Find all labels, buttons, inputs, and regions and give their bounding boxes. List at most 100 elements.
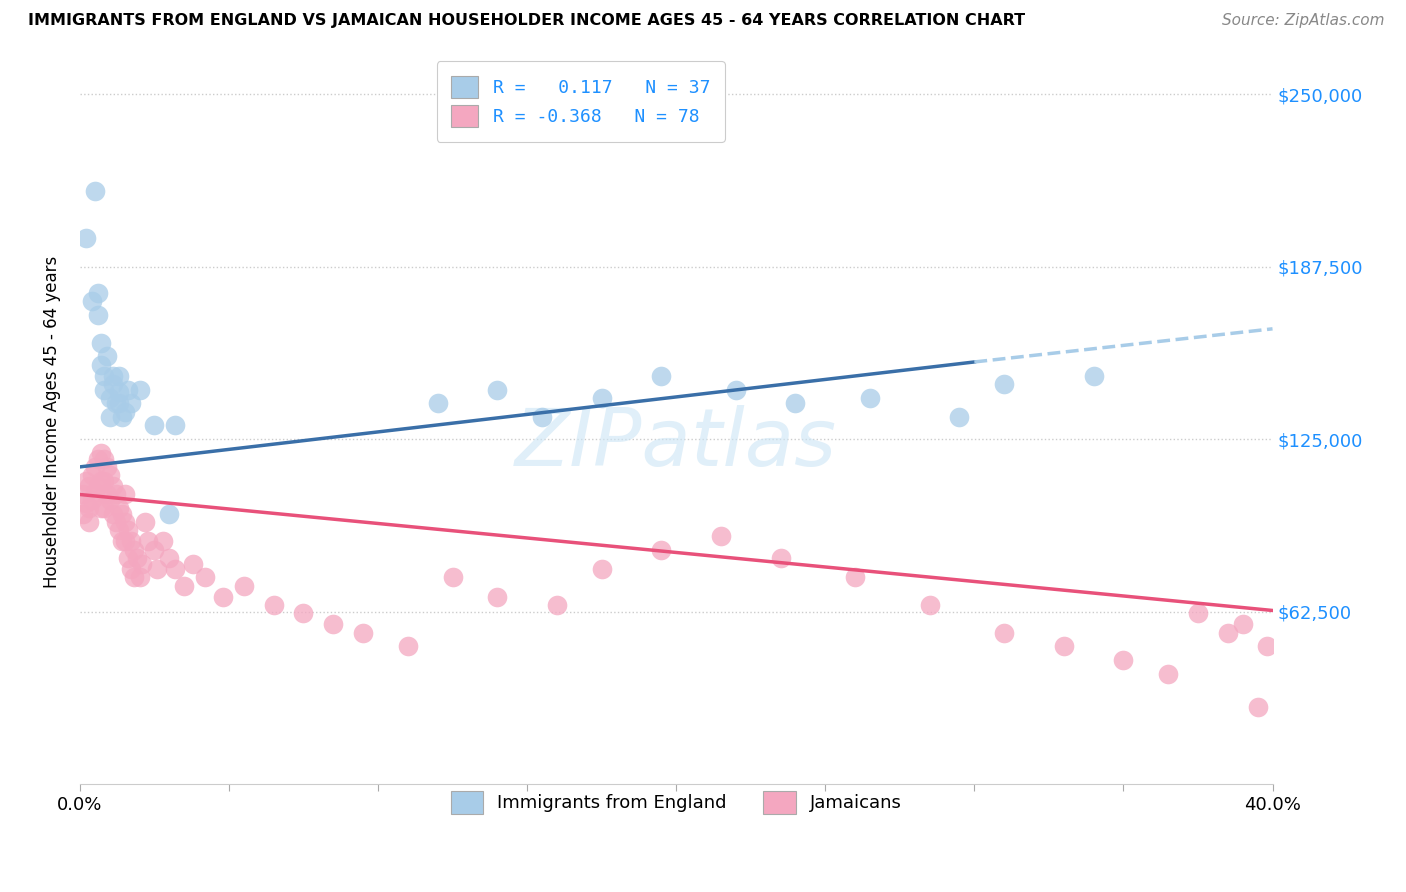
Point bbox=[98, 391, 121, 405]
Point bbox=[83, 484, 105, 499]
Point bbox=[93, 368, 115, 383]
Point bbox=[98, 493, 121, 508]
Point bbox=[107, 501, 129, 516]
Point bbox=[134, 515, 156, 529]
Point bbox=[426, 396, 449, 410]
Point bbox=[993, 377, 1015, 392]
Point bbox=[173, 579, 195, 593]
Point bbox=[128, 383, 150, 397]
Point bbox=[101, 368, 124, 383]
Point bbox=[844, 570, 866, 584]
Point bbox=[441, 570, 464, 584]
Point bbox=[90, 501, 112, 516]
Text: Source: ZipAtlas.com: Source: ZipAtlas.com bbox=[1222, 13, 1385, 29]
Point bbox=[80, 294, 103, 309]
Point bbox=[107, 396, 129, 410]
Point bbox=[181, 557, 204, 571]
Point bbox=[117, 383, 139, 397]
Point bbox=[93, 383, 115, 397]
Point bbox=[117, 551, 139, 566]
Point bbox=[165, 562, 187, 576]
Point bbox=[110, 534, 132, 549]
Point bbox=[650, 542, 672, 557]
Point bbox=[546, 598, 568, 612]
Point bbox=[96, 350, 118, 364]
Point bbox=[396, 640, 419, 654]
Point bbox=[83, 184, 105, 198]
Point bbox=[1157, 667, 1180, 681]
Point bbox=[72, 487, 94, 501]
Point bbox=[918, 598, 941, 612]
Point bbox=[120, 534, 142, 549]
Point bbox=[128, 570, 150, 584]
Point bbox=[110, 410, 132, 425]
Point bbox=[87, 479, 110, 493]
Point bbox=[87, 308, 110, 322]
Point bbox=[87, 451, 110, 466]
Point bbox=[1053, 640, 1076, 654]
Point bbox=[322, 617, 344, 632]
Point bbox=[120, 396, 142, 410]
Text: IMMIGRANTS FROM ENGLAND VS JAMAICAN HOUSEHOLDER INCOME AGES 45 - 64 YEARS CORREL: IMMIGRANTS FROM ENGLAND VS JAMAICAN HOUS… bbox=[28, 13, 1025, 29]
Point bbox=[96, 487, 118, 501]
Point bbox=[98, 468, 121, 483]
Point bbox=[90, 335, 112, 350]
Point bbox=[212, 590, 235, 604]
Point bbox=[859, 391, 882, 405]
Point bbox=[157, 551, 180, 566]
Point bbox=[152, 534, 174, 549]
Point bbox=[114, 487, 136, 501]
Point bbox=[122, 542, 145, 557]
Point bbox=[87, 285, 110, 300]
Point bbox=[75, 230, 97, 244]
Point bbox=[232, 579, 254, 593]
Point bbox=[143, 418, 166, 433]
Point bbox=[122, 570, 145, 584]
Point bbox=[486, 590, 509, 604]
Point bbox=[120, 562, 142, 576]
Point bbox=[101, 507, 124, 521]
Legend: Immigrants from England, Jamaicans: Immigrants from England, Jamaicans bbox=[437, 779, 914, 826]
Point bbox=[1083, 368, 1105, 383]
Point bbox=[90, 446, 112, 460]
Point bbox=[146, 562, 169, 576]
Point bbox=[157, 507, 180, 521]
Point bbox=[352, 625, 374, 640]
Point bbox=[107, 524, 129, 538]
Point bbox=[104, 487, 127, 501]
Point bbox=[138, 534, 160, 549]
Point bbox=[650, 368, 672, 383]
Point bbox=[591, 562, 613, 576]
Point bbox=[107, 368, 129, 383]
Point bbox=[125, 551, 148, 566]
Point bbox=[90, 358, 112, 372]
Point bbox=[114, 515, 136, 529]
Point bbox=[101, 377, 124, 392]
Point bbox=[1256, 640, 1278, 654]
Point bbox=[75, 474, 97, 488]
Point bbox=[1216, 625, 1239, 640]
Point bbox=[1246, 700, 1268, 714]
Point bbox=[114, 405, 136, 419]
Point bbox=[93, 451, 115, 466]
Point bbox=[83, 459, 105, 474]
Point bbox=[93, 474, 115, 488]
Point bbox=[292, 606, 315, 620]
Point bbox=[724, 383, 747, 397]
Point bbox=[710, 529, 733, 543]
Point bbox=[165, 418, 187, 433]
Point bbox=[143, 542, 166, 557]
Point bbox=[114, 534, 136, 549]
Point bbox=[110, 507, 132, 521]
Point bbox=[104, 396, 127, 410]
Point bbox=[72, 507, 94, 521]
Point bbox=[101, 479, 124, 493]
Point bbox=[993, 625, 1015, 640]
Point bbox=[769, 551, 792, 566]
Point bbox=[263, 598, 285, 612]
Point bbox=[1232, 617, 1254, 632]
Point bbox=[96, 459, 118, 474]
Point bbox=[117, 524, 139, 538]
Point bbox=[591, 391, 613, 405]
Point bbox=[75, 496, 97, 510]
